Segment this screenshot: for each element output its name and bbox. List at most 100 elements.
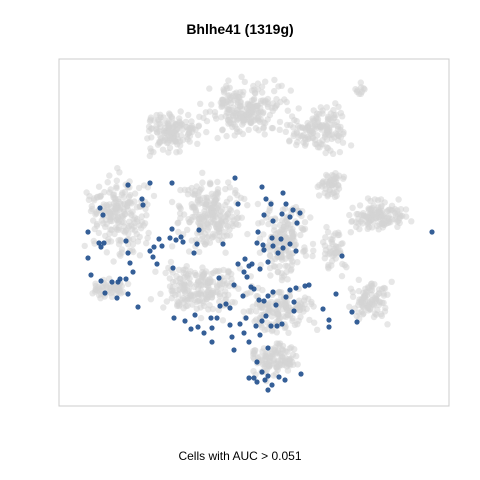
highlighted-cell-point [182, 318, 188, 324]
background-cell-point [117, 252, 124, 259]
background-cell-point [378, 312, 386, 320]
background-cell-point [274, 268, 281, 276]
highlighted-cell-point [259, 318, 265, 324]
background-cell-point [172, 127, 180, 134]
highlighted-cell-point [85, 229, 91, 235]
highlighted-cell-point [170, 265, 176, 271]
background-cell-point [327, 248, 334, 255]
background-cell-point [327, 110, 335, 117]
background-cell-point [214, 134, 221, 142]
background-cell-point [274, 349, 282, 356]
highlighted-cell-point [246, 375, 252, 381]
background-cell-point [357, 79, 364, 86]
background-cell-point [254, 80, 262, 87]
background-cell-point [271, 87, 278, 95]
background-cell-point [328, 238, 335, 246]
background-cell-point [282, 348, 289, 355]
background-cell-point [309, 134, 316, 142]
background-cell-point [131, 190, 139, 197]
background-cell-point [347, 229, 354, 236]
background-cell-point [271, 360, 279, 368]
background-cell-point [222, 212, 230, 219]
background-cell-point [349, 288, 356, 296]
background-cell-point [172, 278, 179, 285]
background-cell-point [380, 284, 388, 292]
background-cell-point [284, 247, 292, 254]
highlighted-cell-point [259, 369, 265, 375]
background-cell-point [402, 213, 410, 220]
background-cell-point [332, 111, 340, 119]
background-cell-point [218, 114, 225, 121]
background-cell-point [271, 263, 279, 270]
background-cell-point [267, 304, 274, 311]
background-cell-point [284, 367, 292, 374]
highlighted-cell-point [268, 201, 274, 207]
background-cell-point [408, 218, 415, 225]
background-cell-point [219, 317, 227, 324]
background-cell-point [256, 249, 264, 256]
background-cell-point [299, 226, 306, 233]
background-cell-point [266, 207, 273, 214]
background-cell-point [175, 266, 183, 273]
background-cell-point [185, 248, 193, 255]
background-cell-point [261, 131, 268, 138]
background-cell-point [191, 283, 198, 291]
highlighted-cell-point [265, 293, 271, 299]
background-cell-point [194, 140, 201, 147]
background-cell-point [266, 355, 273, 362]
background-cell-point [116, 287, 124, 294]
background-cell-point [96, 193, 104, 200]
background-cell-point [226, 184, 233, 191]
background-cell-point [322, 149, 329, 157]
background-cell-point [163, 298, 170, 305]
highlighted-cell-point [229, 334, 235, 340]
background-cell-point [106, 172, 113, 179]
highlighted-cell-point [88, 272, 94, 278]
highlighted-cell-point [280, 245, 286, 251]
background-cell-point [347, 142, 355, 149]
background-cell-point [129, 208, 136, 215]
highlighted-cell-point [283, 294, 289, 300]
background-cells [81, 73, 415, 385]
background-cell-point [127, 191, 134, 199]
highlighted-cell-point [290, 207, 296, 213]
background-cell-point [211, 112, 219, 119]
highlighted-cell-point [201, 330, 207, 336]
background-cell-point [147, 296, 155, 303]
background-cell-point [235, 285, 242, 292]
background-cell-point [206, 181, 214, 188]
highlighted-cell-point [125, 250, 131, 256]
background-cell-point [214, 178, 221, 186]
highlighted-cell-point [117, 276, 123, 282]
background-cell-point [115, 226, 122, 233]
background-cell-point [113, 177, 121, 184]
highlighted-cell-point [251, 286, 257, 292]
background-cell-point [271, 104, 279, 112]
background-cell-point [219, 127, 226, 134]
background-cell-point [188, 118, 195, 125]
highlighted-cell-point [354, 319, 360, 325]
background-cell-point [364, 221, 371, 228]
highlighted-cell-point [98, 278, 104, 284]
highlighted-cell-point [302, 283, 308, 289]
highlighted-cell-point [96, 240, 102, 246]
background-cell-point [271, 76, 278, 84]
background-cell-point [126, 198, 134, 205]
background-cell-point [199, 264, 206, 271]
background-cell-point [105, 238, 112, 245]
background-cell-point [360, 289, 367, 297]
background-cell-point [279, 342, 287, 350]
background-cell-point [216, 232, 223, 240]
background-cell-point [234, 192, 241, 199]
highlighted-cell-point [139, 196, 145, 202]
background-cell-point [125, 224, 132, 231]
background-cell-point [119, 214, 127, 221]
background-cell-point [245, 126, 252, 133]
background-cell-point [305, 127, 313, 134]
background-cell-point [227, 120, 235, 127]
background-cell-point [314, 326, 321, 333]
background-cell-point [317, 123, 325, 131]
background-cell-point [144, 234, 151, 242]
highlighted-cell-point [287, 214, 293, 220]
highlighted-cell-point [102, 290, 108, 296]
